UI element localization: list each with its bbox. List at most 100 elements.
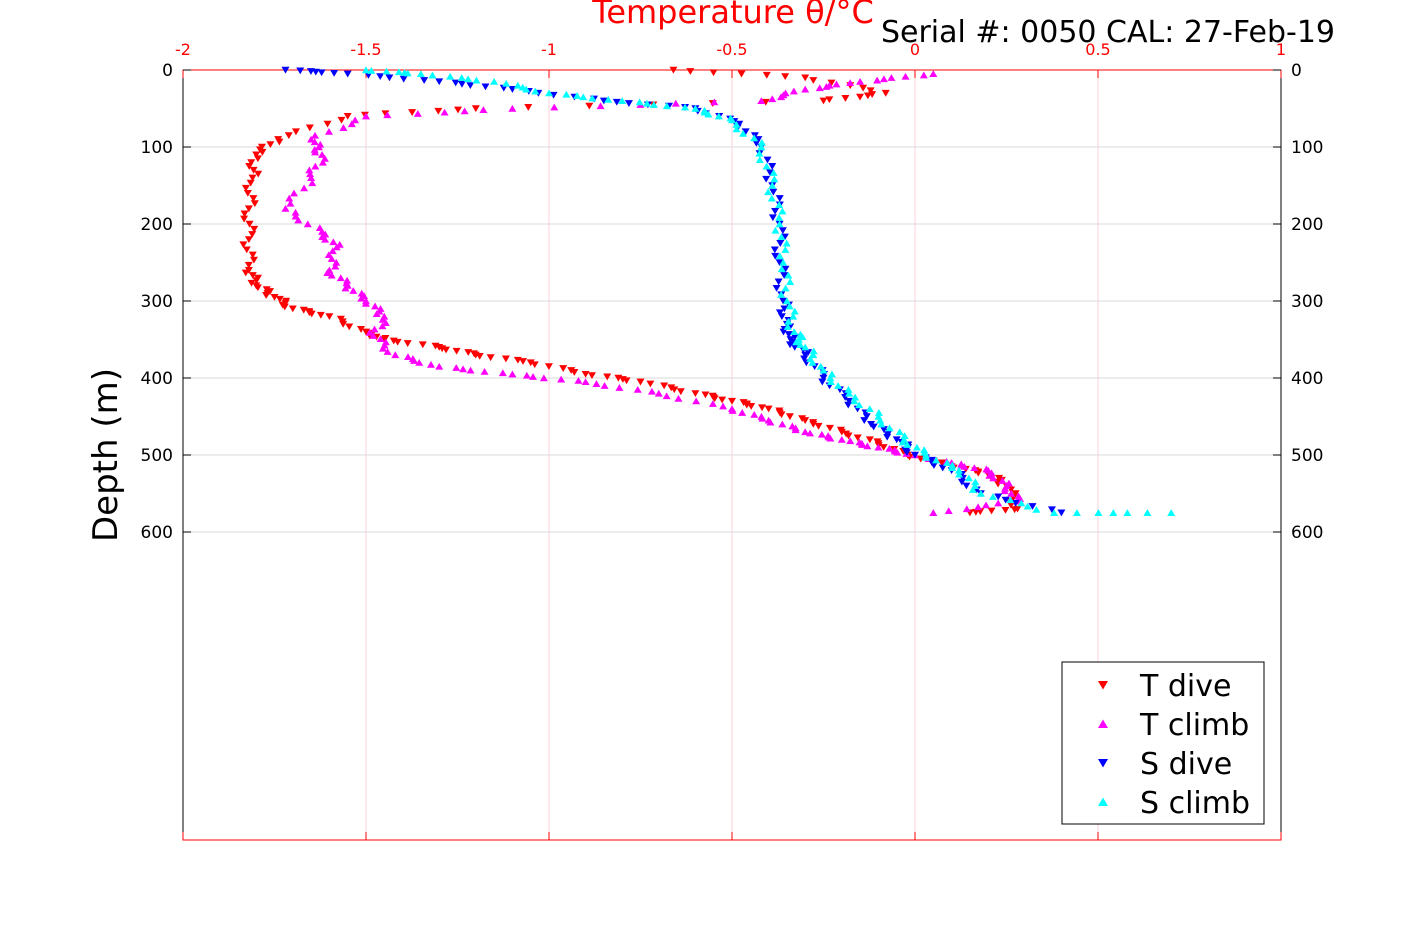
data-point: [775, 309, 784, 317]
data-point: [785, 302, 794, 310]
legend-marker: [1098, 719, 1108, 728]
data-point: [845, 397, 854, 405]
data-point: [781, 73, 790, 81]
data-point: [343, 113, 352, 120]
data-point: [391, 351, 400, 359]
data-point: [332, 243, 341, 251]
data-point: [316, 311, 325, 319]
data-point: [971, 478, 980, 486]
data-point: [357, 294, 366, 302]
data-point: [460, 107, 469, 115]
data-point: [307, 174, 316, 181]
data-point: [636, 378, 645, 386]
data-point: [809, 351, 818, 359]
data-point: [585, 102, 594, 110]
data-point: [1050, 509, 1059, 516]
data-point: [603, 373, 612, 381]
data-point: [376, 73, 385, 81]
data-point: [819, 366, 828, 374]
data-point: [442, 346, 451, 354]
data-point: [252, 277, 261, 285]
data-point: [982, 501, 991, 509]
data-point: [790, 328, 799, 335]
data-point: [816, 362, 825, 370]
data-point: [932, 456, 941, 464]
data-point: [451, 79, 460, 87]
data-point: [311, 68, 320, 76]
data-point: [806, 429, 815, 437]
data-point: [766, 169, 775, 177]
data-point: [782, 297, 791, 305]
data-point: [403, 353, 412, 361]
data-point: [869, 423, 878, 431]
legend-label: S dive: [1140, 747, 1232, 782]
data-point: [321, 235, 330, 243]
data-point: [248, 272, 257, 279]
data-point: [239, 241, 248, 249]
data-point: [989, 474, 998, 482]
data-point: [790, 344, 799, 351]
data-point: [339, 320, 348, 328]
data-point: [903, 441, 912, 448]
data-point: [859, 84, 868, 92]
data-point: [775, 252, 784, 260]
data-point: [529, 373, 538, 380]
data-point: [341, 284, 350, 292]
data-point: [879, 426, 888, 433]
data-point: [784, 317, 793, 325]
data-point: [662, 102, 671, 110]
data-point: [383, 348, 392, 355]
data-point: [957, 478, 966, 486]
data-point: [856, 77, 865, 85]
data-point: [452, 364, 461, 371]
data-point: [911, 451, 919, 459]
data-point: [1057, 509, 1066, 517]
data-point: [311, 148, 320, 156]
data-point: [809, 421, 818, 428]
data-point: [892, 436, 901, 444]
data-point: [887, 74, 896, 81]
data-point: [819, 97, 828, 105]
data-point: [710, 395, 719, 403]
data-point: [827, 79, 836, 87]
data-point: [329, 238, 338, 246]
data-point: [654, 389, 663, 397]
data-point: [762, 162, 771, 170]
data-point: [792, 338, 801, 346]
data-point: [876, 416, 885, 424]
data-point: [573, 92, 582, 99]
data-point: [1032, 505, 1041, 513]
data-point: [856, 93, 865, 101]
legend-label: S climb: [1140, 786, 1250, 821]
data-point: [612, 98, 621, 106]
data-point: [567, 367, 576, 374]
data-point: [757, 138, 766, 146]
data-point: [624, 100, 633, 107]
data-point: [772, 284, 781, 292]
data-point: [258, 148, 267, 156]
data-point: [1094, 509, 1103, 516]
data-point: [747, 403, 756, 410]
data-point: [784, 331, 793, 338]
data-point: [362, 328, 370, 336]
data-point: [618, 97, 627, 104]
data-point: [347, 120, 356, 128]
data-point: [771, 207, 780, 215]
data-point: [844, 401, 853, 409]
data-point: [522, 371, 531, 379]
data-point: [310, 138, 319, 146]
data-point: [674, 394, 683, 402]
data-point: [324, 128, 333, 135]
data-point: [549, 91, 558, 99]
data-point: [708, 400, 717, 407]
data-point: [266, 141, 275, 149]
data-point: [459, 365, 468, 373]
data-point: [686, 68, 695, 75]
data-point: [764, 405, 773, 413]
data-point: [284, 132, 293, 140]
data-point: [754, 136, 763, 143]
data-point: [291, 208, 300, 216]
data-point: [770, 246, 779, 254]
data-point: [761, 98, 770, 106]
y-tick-label-right: 0: [1291, 61, 1302, 81]
